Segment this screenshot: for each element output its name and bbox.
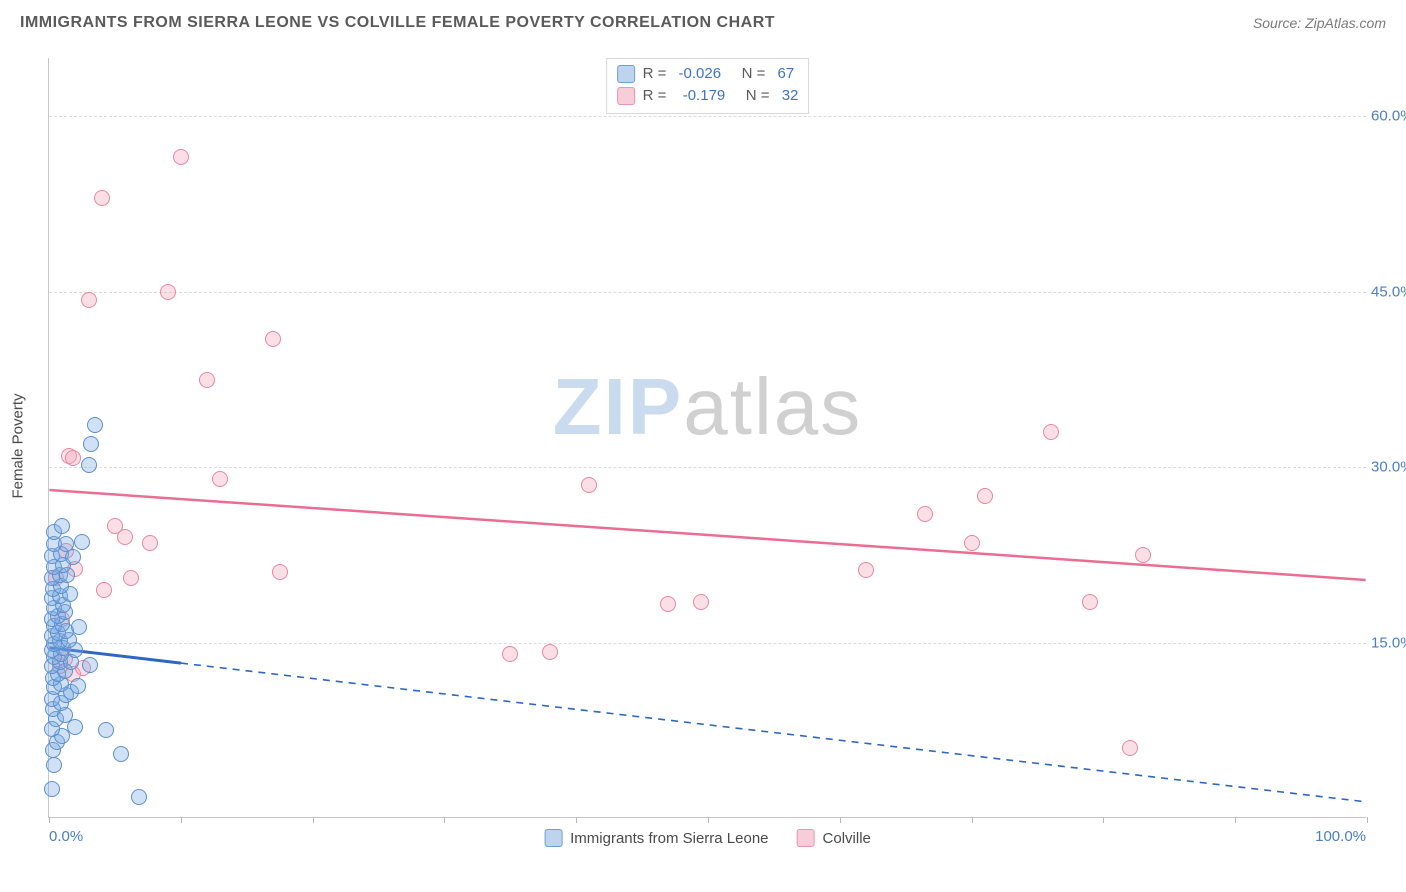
- gridline: [49, 467, 1366, 468]
- legend-n-value: 32: [782, 85, 799, 107]
- regression-line-b: [49, 490, 1365, 580]
- scatter-point-b: [1043, 424, 1059, 440]
- scatter-point-b: [693, 594, 709, 610]
- scatter-point-b: [1135, 547, 1151, 563]
- y-tick-label: 60.0%: [1371, 108, 1406, 125]
- x-tick: [313, 817, 314, 823]
- scatter-point-b: [858, 562, 874, 578]
- scatter-point-b: [964, 535, 980, 551]
- gridline: [49, 116, 1366, 117]
- scatter-point-b: [107, 518, 123, 534]
- x-tick: [840, 817, 841, 823]
- x-tick: [708, 817, 709, 823]
- scatter-point-b: [542, 644, 558, 660]
- scatter-point-a: [74, 534, 90, 550]
- y-tick-label: 45.0%: [1371, 283, 1406, 300]
- scatter-point-a: [87, 417, 103, 433]
- scatter-point-a: [46, 757, 62, 773]
- scatter-point-a: [82, 657, 98, 673]
- x-tick-label: 0.0%: [49, 828, 83, 845]
- x-tick: [972, 817, 973, 823]
- regression-lines-layer: [49, 58, 1366, 817]
- scatter-point-b: [977, 488, 993, 504]
- legend-swatch-b: [797, 829, 815, 847]
- scatter-point-b: [142, 535, 158, 551]
- scatter-point-a: [44, 781, 60, 797]
- x-tick: [576, 817, 577, 823]
- y-tick-label: 15.0%: [1371, 634, 1406, 651]
- scatter-point-a: [58, 536, 74, 552]
- x-tick: [1103, 817, 1104, 823]
- legend-stat-row: R = -0.179 N = 32: [617, 85, 799, 107]
- scatter-point-b: [173, 149, 189, 165]
- correlation-legend: R = -0.026 N = 67R = -0.179 N = 32: [606, 58, 810, 114]
- legend-n-value: 67: [778, 63, 795, 85]
- legend-swatch-icon: [617, 65, 635, 83]
- legend-item-series-b: Colville: [797, 829, 871, 847]
- gridline: [49, 643, 1366, 644]
- legend-stat-row: R = -0.026 N = 67: [617, 63, 799, 85]
- regression-line-a-dashed: [181, 663, 1366, 802]
- legend-swatch-icon: [617, 87, 635, 105]
- legend-r-value: -0.026: [679, 63, 722, 85]
- legend-n-label: N =: [733, 85, 773, 107]
- legend-item-series-a: Immigrants from Sierra Leone: [544, 829, 768, 847]
- legend-label-a: Immigrants from Sierra Leone: [570, 830, 768, 847]
- scatter-point-b: [265, 331, 281, 347]
- scatter-point-b: [199, 372, 215, 388]
- scatter-point-a: [71, 619, 87, 635]
- series-legend: Immigrants from Sierra Leone Colville: [544, 829, 871, 847]
- source-attribution: Source: ZipAtlas.com: [1253, 15, 1386, 31]
- x-tick: [181, 817, 182, 823]
- gridline: [49, 292, 1366, 293]
- scatter-plot-area: ZIPatlas R = -0.026 N = 67R = -0.179 N =…: [48, 58, 1366, 818]
- scatter-point-b: [1122, 740, 1138, 756]
- scatter-point-a: [70, 678, 86, 694]
- scatter-point-b: [65, 450, 81, 466]
- x-tick: [1367, 817, 1368, 823]
- scatter-point-b: [581, 477, 597, 493]
- scatter-point-b: [123, 570, 139, 586]
- scatter-point-a: [54, 518, 70, 534]
- scatter-point-a: [98, 722, 114, 738]
- legend-r-label: R =: [643, 85, 671, 107]
- scatter-point-b: [81, 292, 97, 308]
- x-tick: [49, 817, 50, 823]
- x-tick: [444, 817, 445, 823]
- scatter-point-a: [113, 746, 129, 762]
- y-tick-label: 30.0%: [1371, 459, 1406, 476]
- scatter-point-a: [131, 789, 147, 805]
- legend-r-value: -0.179: [679, 85, 726, 107]
- scatter-point-b: [660, 596, 676, 612]
- legend-swatch-a: [544, 829, 562, 847]
- x-tick: [1235, 817, 1236, 823]
- scatter-point-b: [212, 471, 228, 487]
- scatter-point-b: [502, 646, 518, 662]
- scatter-point-b: [272, 564, 288, 580]
- scatter-point-b: [94, 190, 110, 206]
- legend-n-label: N =: [729, 63, 769, 85]
- y-axis-label: Female Poverty: [10, 393, 27, 498]
- chart-title: IMMIGRANTS FROM SIERRA LEONE VS COLVILLE…: [20, 14, 775, 32]
- legend-r-label: R =: [643, 63, 671, 85]
- scatter-point-b: [160, 284, 176, 300]
- scatter-point-b: [1082, 594, 1098, 610]
- scatter-point-a: [81, 457, 97, 473]
- scatter-point-b: [96, 582, 112, 598]
- scatter-point-a: [83, 436, 99, 452]
- legend-label-b: Colville: [823, 830, 871, 847]
- x-tick-label: 100.0%: [1315, 828, 1366, 845]
- scatter-point-b: [917, 506, 933, 522]
